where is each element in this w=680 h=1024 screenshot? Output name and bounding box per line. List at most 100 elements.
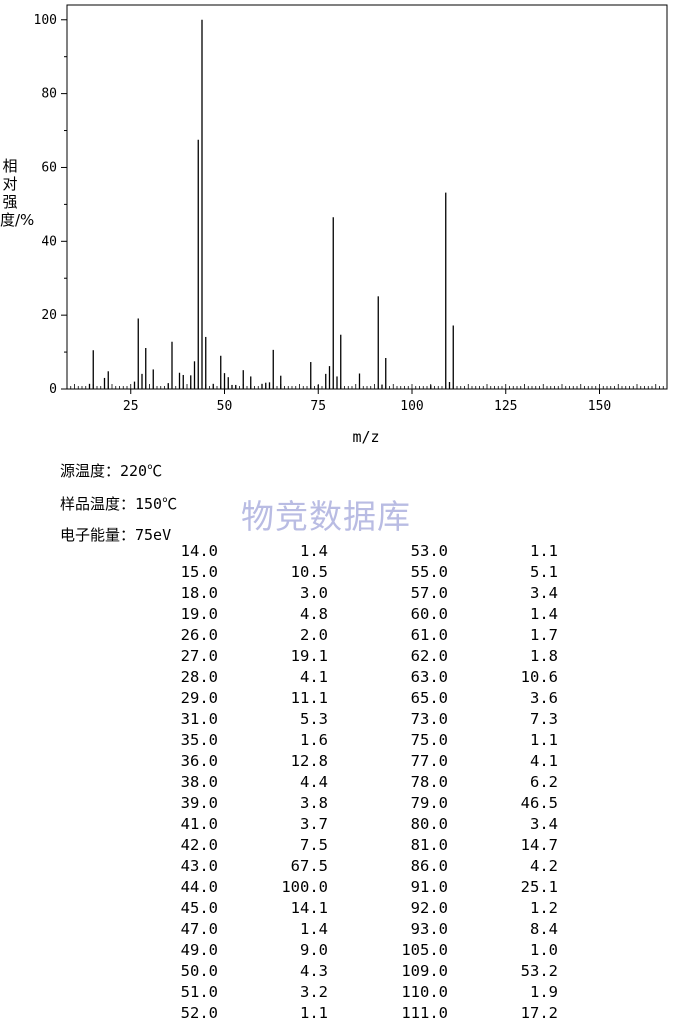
source-temperature: 源温度：220℃	[60, 462, 163, 480]
mz-value: 14.0	[180, 542, 218, 560]
table-row: 92.0 1.2	[390, 898, 558, 919]
mz-value: 39.0	[180, 794, 218, 812]
intensity-value: 10.6	[520, 668, 558, 686]
table-row: 52.0 1.1	[160, 1003, 328, 1024]
table-row: 91.0 25.1	[390, 877, 558, 898]
intensity-value: 10.5	[290, 563, 328, 581]
intensity-value: 7.3	[530, 710, 558, 728]
intensity-value: 3.8	[300, 794, 328, 812]
mz-value: 62.0	[410, 647, 448, 665]
table-row: 73.0 7.3	[390, 709, 558, 730]
table-row: 50.0 4.3	[160, 961, 328, 982]
mz-value: 79.0	[410, 794, 448, 812]
intensity-value: 1.1	[530, 731, 558, 749]
y-tick-label: 100	[34, 13, 57, 28]
intensity-value: 14.7	[520, 836, 558, 854]
intensity-value: 14.1	[290, 899, 328, 917]
mz-value: 78.0	[410, 773, 448, 791]
mz-value: 111.0	[401, 1004, 448, 1022]
mz-value: 31.0	[180, 710, 218, 728]
table-row: 81.0 14.7	[390, 835, 558, 856]
intensity-value: 1.4	[300, 920, 328, 938]
table-row: 93.0 8.4	[390, 919, 558, 940]
mz-value: 93.0	[410, 920, 448, 938]
table-row: 14.0 1.4	[160, 541, 328, 562]
table-row: 41.0 3.7	[160, 814, 328, 835]
y-tick-label: 20	[41, 308, 57, 323]
y-axis: 0 20 40 60 80 100	[34, 13, 67, 397]
table-row: 27.0 19.1	[160, 646, 328, 667]
mz-value: 28.0	[180, 668, 218, 686]
intensity-value: 9.0	[300, 941, 328, 959]
mz-value: 57.0	[410, 584, 448, 602]
intensity-value: 8.4	[530, 920, 558, 938]
table-row: 15.0 10.5	[160, 562, 328, 583]
mz-value: 60.0	[410, 605, 448, 623]
mz-value: 63.0	[410, 668, 448, 686]
mz-value: 86.0	[410, 857, 448, 875]
intensity-value: 7.5	[300, 836, 328, 854]
table-row: 61.0 1.7	[390, 625, 558, 646]
mz-value: 51.0	[180, 983, 218, 1001]
mz-value: 35.0	[180, 731, 218, 749]
intensity-value: 11.1	[290, 689, 328, 707]
table-row: 53.0 1.1	[390, 541, 558, 562]
mz-value: 19.0	[180, 605, 218, 623]
y-tick-label: 80	[41, 87, 57, 102]
table-row: 75.0 1.1	[390, 730, 558, 751]
mz-value: 43.0	[180, 857, 218, 875]
intensity-value: 3.4	[530, 815, 558, 833]
y-tick-label: 40	[41, 234, 57, 249]
table-row: 29.0 11.1	[160, 688, 328, 709]
table-row: 109.0 53.2	[390, 961, 558, 982]
intensity-value: 4.2	[530, 857, 558, 875]
x-tick-label: 25	[123, 399, 139, 414]
intensity-value: 1.1	[300, 1004, 328, 1022]
mz-value: 65.0	[410, 689, 448, 707]
table-row: 105.0 1.0	[390, 940, 558, 961]
table-row: 31.0 5.3	[160, 709, 328, 730]
x-tick-label: 150	[588, 399, 611, 414]
table-row: 86.0 4.2	[390, 856, 558, 877]
mz-value: 55.0	[410, 563, 448, 581]
mz-value: 36.0	[180, 752, 218, 770]
intensity-value: 1.7	[530, 626, 558, 644]
intensity-value: 25.1	[520, 878, 558, 896]
x-tick-label: 100	[400, 399, 423, 414]
y-tick-label: 0	[49, 382, 57, 397]
electron-energy: 电子能量：75eV	[60, 526, 172, 544]
peak-table-left: 14.0 1.4 15.0 10.5 18.0 3.0 19.0 4.8 26.0 2.0 27.0…	[160, 541, 328, 1024]
table-row: 28.0 4.1	[160, 667, 328, 688]
table-row: 35.0 1.6	[160, 730, 328, 751]
mz-value: 29.0	[180, 689, 218, 707]
table-row: 77.0 4.1	[390, 751, 558, 772]
mz-value: 41.0	[180, 815, 218, 833]
table-row: 60.0 1.4	[390, 604, 558, 625]
table-row: 63.0 10.6	[390, 667, 558, 688]
mz-value: 38.0	[180, 773, 218, 791]
mz-value: 45.0	[180, 899, 218, 917]
mz-value: 47.0	[180, 920, 218, 938]
mz-value: 92.0	[410, 899, 448, 917]
mz-value: 61.0	[410, 626, 448, 644]
table-row: 43.0 67.5	[160, 856, 328, 877]
intensity-value: 4.3	[300, 962, 328, 980]
intensity-value: 12.8	[290, 752, 328, 770]
mz-value: 80.0	[410, 815, 448, 833]
intensity-value: 3.4	[530, 584, 558, 602]
intensity-value: 1.4	[300, 542, 328, 560]
mz-value: 91.0	[410, 878, 448, 896]
intensity-value: 3.2	[300, 983, 328, 1001]
table-row: 57.0 3.4	[390, 583, 558, 604]
table-row: 45.0 14.1	[160, 898, 328, 919]
intensity-value: 3.0	[300, 584, 328, 602]
mz-value: 26.0	[180, 626, 218, 644]
mz-value: 50.0	[180, 962, 218, 980]
mz-value: 18.0	[180, 584, 218, 602]
intensity-value: 53.2	[520, 962, 558, 980]
mz-value: 27.0	[180, 647, 218, 665]
mz-value: 44.0	[180, 878, 218, 896]
table-row: 38.0 4.4	[160, 772, 328, 793]
mz-value: 105.0	[401, 941, 448, 959]
intensity-value: 4.1	[300, 668, 328, 686]
